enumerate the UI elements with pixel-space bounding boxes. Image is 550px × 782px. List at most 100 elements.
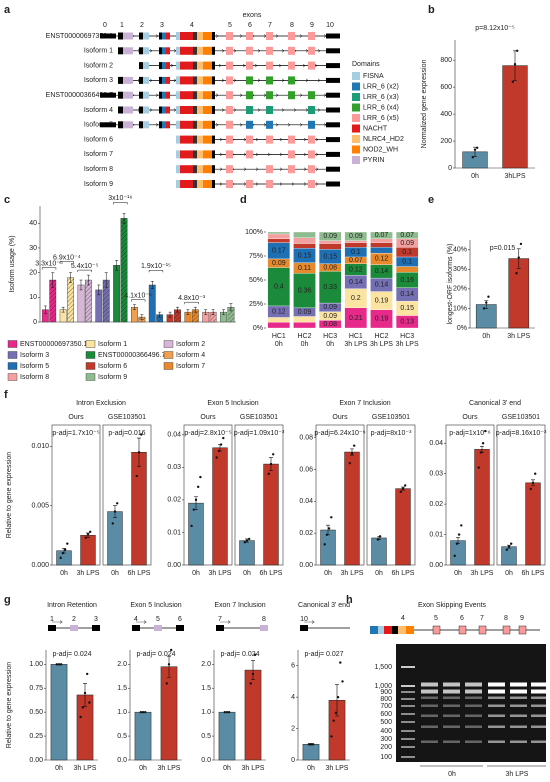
x-tick-label: 0h — [307, 765, 315, 772]
intron-arrow — [303, 152, 307, 157]
error-bar — [86, 274, 90, 286]
x-tick-label: HC3 — [400, 333, 414, 340]
data-point — [59, 556, 62, 560]
exon-label: 7 — [218, 616, 222, 623]
data-point — [219, 443, 223, 446]
intron-arrow — [254, 63, 258, 68]
x-tick-label: 3hLPS — [504, 173, 525, 180]
annotation: p=0.015 — [490, 245, 516, 252]
exon — [398, 626, 406, 634]
segment-label: 0.1 — [351, 249, 361, 256]
bar-segment — [370, 238, 393, 243]
data-point — [327, 527, 331, 530]
intron-arrow — [279, 152, 283, 157]
gel-band — [488, 689, 505, 694]
data-point — [339, 661, 342, 664]
intron-arrow — [303, 137, 307, 142]
x-tick-label: 3h LPS — [341, 570, 364, 577]
legend-swatch — [352, 124, 360, 133]
data-point — [376, 538, 380, 541]
exon — [212, 150, 215, 159]
exon — [180, 135, 193, 144]
exon — [118, 121, 123, 129]
exon — [139, 47, 143, 55]
y-tick-label: 600 — [440, 84, 452, 91]
intron-arrow — [170, 63, 174, 68]
data-point — [515, 272, 518, 275]
x-tick-label: HC2 — [374, 333, 388, 340]
x-tick-label: 0h — [275, 341, 283, 348]
data-point — [272, 453, 275, 456]
bar-segment — [318, 240, 342, 244]
p-value: 4.8x10⁻³ — [178, 295, 206, 302]
bar-segment — [344, 231, 368, 241]
exon — [193, 180, 197, 188]
exon — [197, 46, 203, 55]
exon — [326, 77, 340, 83]
bar-segment — [293, 316, 316, 323]
hatch — [174, 309, 181, 322]
group-label: 0h — [448, 771, 456, 778]
error-bar — [79, 279, 83, 291]
bar — [344, 451, 360, 566]
exon — [370, 626, 378, 634]
exon — [123, 32, 133, 40]
intron-arrow — [239, 34, 243, 38]
exon — [193, 106, 197, 114]
gel-band — [510, 714, 527, 717]
exon — [326, 151, 340, 157]
legend-swatch — [352, 156, 360, 164]
gel-band — [531, 689, 548, 694]
primer-arrow — [52, 620, 63, 624]
exon — [193, 32, 197, 40]
p-value: 4.1x10⁻⁵ — [124, 293, 152, 300]
exon — [197, 32, 203, 40]
data-point — [505, 548, 508, 551]
error-bar — [211, 309, 215, 315]
chart-title: Intron Retention — [47, 602, 97, 609]
legend-label: FISNA — [363, 73, 384, 80]
legend-label: ENST00000697350.1 — [20, 341, 87, 348]
exon — [154, 625, 162, 631]
isoform-label: Isoform 2 — [84, 62, 113, 69]
data-point — [269, 462, 273, 466]
y-tick-label: 1.00 — [29, 661, 43, 668]
hatch — [49, 280, 56, 322]
gel-band — [531, 696, 548, 699]
p-value: 3.3x10⁻⁵ — [35, 260, 63, 267]
exon — [159, 121, 162, 129]
bar-segment — [267, 322, 291, 329]
intron-arrow — [317, 49, 321, 53]
exon — [162, 62, 166, 70]
annotation: p-adj=1x10⁻⁶ — [449, 430, 491, 437]
exon — [308, 91, 315, 100]
bar-segment — [293, 322, 316, 329]
legend-label: Isoform 4 — [176, 352, 205, 359]
intron-arrow — [317, 78, 321, 83]
isoform-label: Isoform 3 — [84, 77, 113, 84]
plot-frame — [51, 424, 101, 566]
intron-arrow — [239, 123, 243, 127]
gel-band — [465, 704, 482, 707]
exon — [308, 180, 315, 188]
segment-label: 0.19 — [375, 316, 389, 323]
segment-label: 0.09 — [272, 260, 286, 267]
data-point — [485, 301, 488, 304]
segment-label: 0.15 — [400, 305, 414, 312]
intron-arrow — [233, 49, 237, 53]
y-tick-label: 1.0 — [117, 709, 127, 716]
exon — [162, 106, 166, 114]
y-tick-label: 0.000 — [31, 562, 49, 569]
exon — [193, 150, 197, 159]
data-point — [243, 541, 246, 544]
bar — [160, 666, 178, 761]
exon — [162, 47, 166, 55]
data-point — [55, 663, 58, 666]
exon — [212, 180, 215, 188]
exon — [176, 135, 180, 144]
exon — [246, 46, 253, 55]
gel-band — [443, 704, 460, 707]
intron-arrow — [287, 123, 291, 127]
legend-label: NACHT — [363, 125, 388, 132]
legend-label: NOD2_WH — [363, 146, 398, 153]
